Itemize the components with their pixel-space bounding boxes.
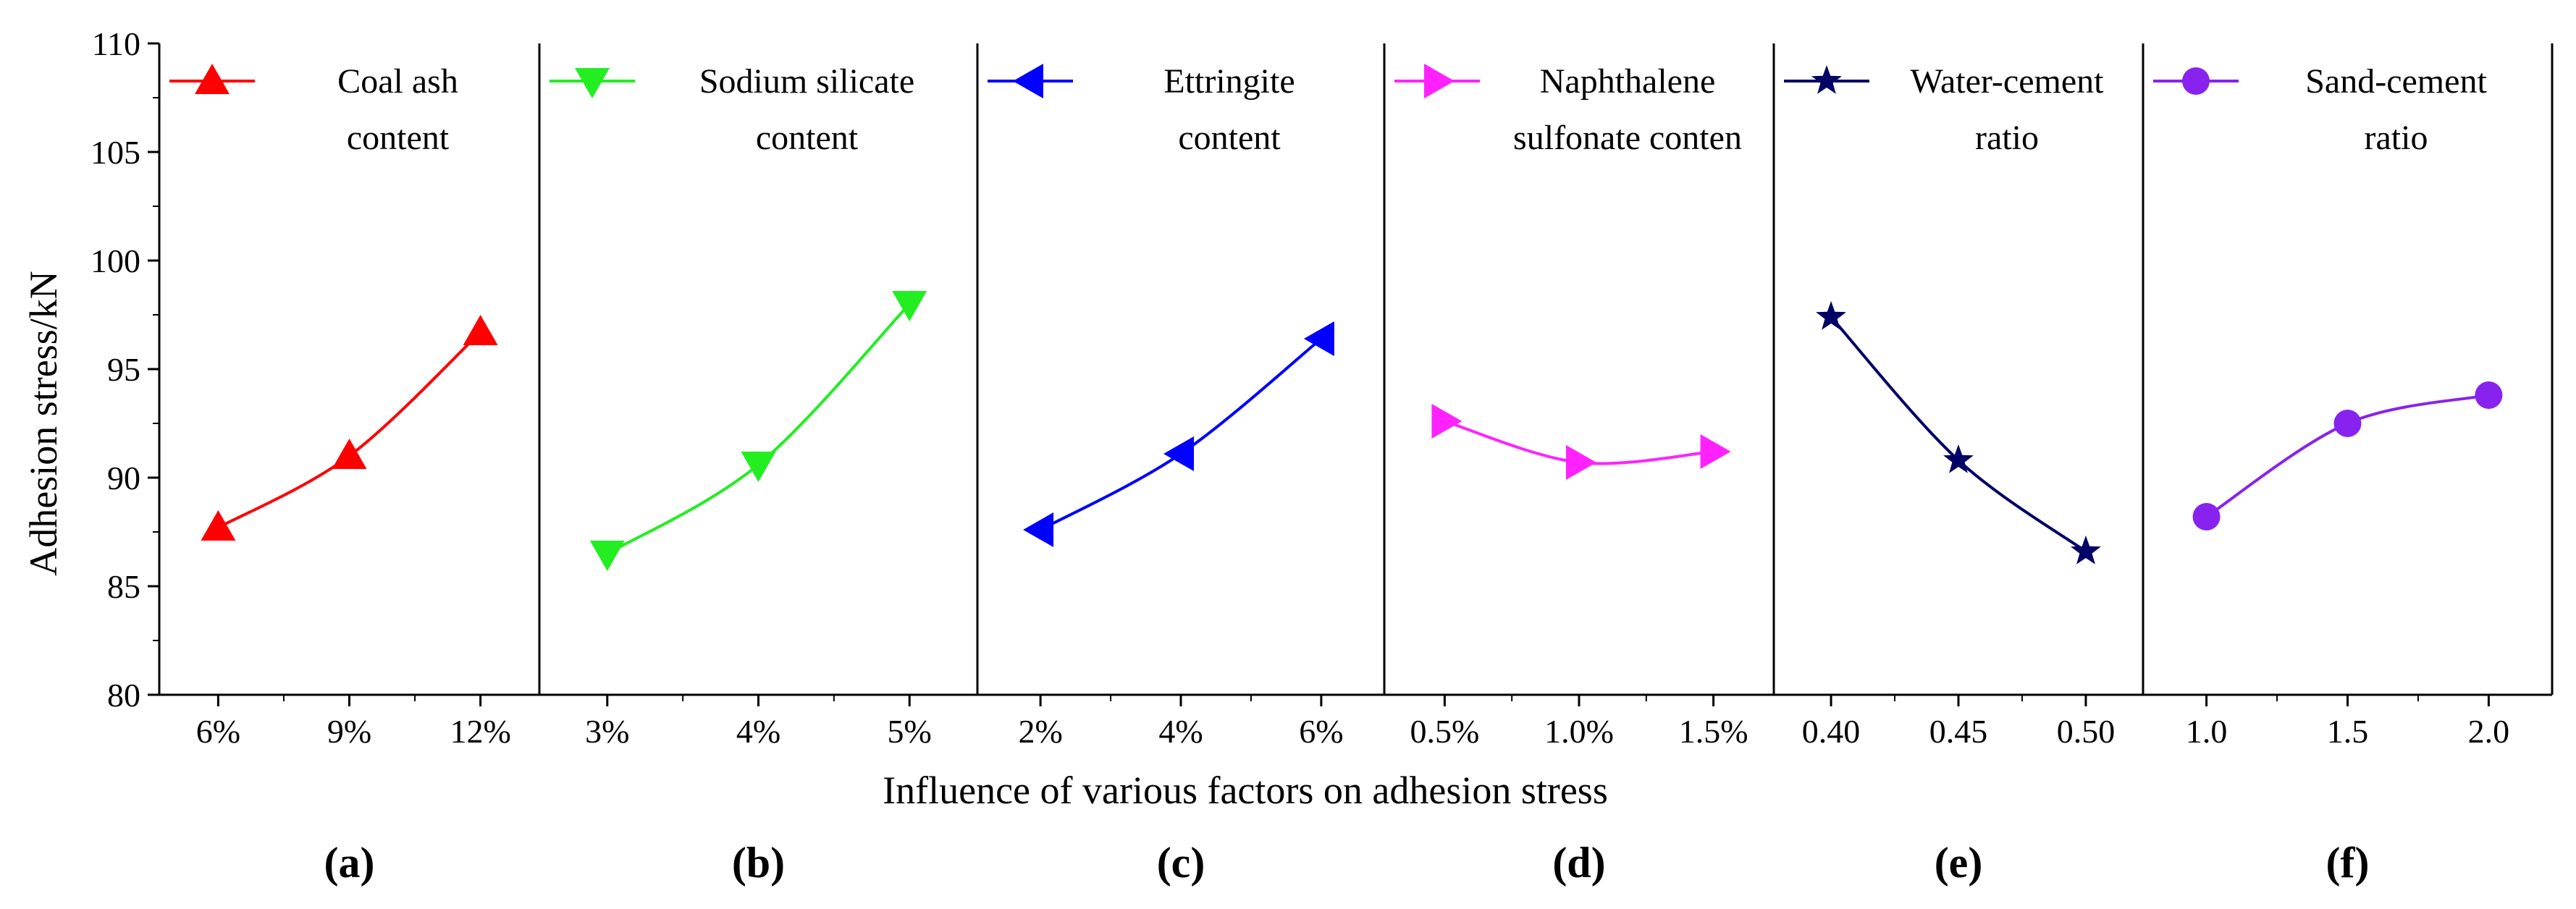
legend-label: Sodium silicate <box>699 62 914 101</box>
series-line <box>1040 337 1323 531</box>
legend-label: ratio <box>1975 119 2039 157</box>
x-tick-label: 0.50 <box>2057 713 2116 750</box>
legend-label: Naphthalene <box>1540 62 1716 101</box>
data-point <box>2475 381 2503 409</box>
series-line <box>217 331 481 529</box>
x-tick-label: 12% <box>450 713 510 750</box>
x-axis-title: Influence of various factors on adhesion… <box>883 769 1608 812</box>
x-tick-label: 4% <box>1158 713 1203 750</box>
legend-label: Coal ash <box>337 62 458 101</box>
data-point <box>1303 321 1334 356</box>
legend-marker <box>1811 65 1842 94</box>
panel-label: (c) <box>1157 839 1205 887</box>
y-tick-label: 100 <box>91 242 140 279</box>
legend-label: Water-cement <box>1911 62 2105 101</box>
x-tick-label: 6% <box>196 713 240 750</box>
data-point <box>1816 301 1846 330</box>
data-point <box>1431 404 1462 439</box>
legend-label: content <box>1178 119 1281 157</box>
legend-label: content <box>347 119 450 157</box>
panel-label: (e) <box>1935 839 1983 887</box>
data-point <box>463 315 498 345</box>
panel-e: 0.40 0.45 0.50 Water-cement ratio (e) <box>1784 62 2115 887</box>
legend-marker <box>575 68 610 98</box>
legend-label: Ettringite <box>1163 62 1295 101</box>
x-tick-label: 2% <box>1018 713 1062 750</box>
data-point <box>892 291 927 321</box>
x-tick-label: 1.0% <box>1544 713 1614 750</box>
x-tick-label: 0.5% <box>1410 713 1479 750</box>
data-point <box>2071 536 2101 565</box>
legend-label: ratio <box>2365 119 2428 157</box>
y-tick-label: 95 <box>107 351 140 388</box>
y-tick-label: 85 <box>107 568 140 605</box>
y-axis-title: Adhesion stress/kN <box>22 271 65 575</box>
data-point <box>1566 445 1596 480</box>
data-point <box>1023 512 1054 547</box>
x-tick-label: 1.5% <box>1679 713 1748 750</box>
x-tick-label: 1.5 <box>2327 713 2369 750</box>
data-point <box>1163 436 1194 471</box>
data-point <box>1943 444 1974 473</box>
data-point <box>589 541 625 571</box>
data-point <box>2192 503 2221 530</box>
series-line <box>606 303 911 555</box>
panel-label: (d) <box>1552 839 1605 887</box>
panel-c: 2% 4% 6% Ettringite content (c) <box>988 62 1344 887</box>
panel-d: 0.5% 1.0% 1.5% Naphthalene sulfonate conten (… <box>1394 62 1748 887</box>
x-tick-label: 4% <box>736 713 780 750</box>
legend-marker <box>1013 64 1043 98</box>
y-tick-label: 105 <box>91 134 140 171</box>
x-tick-label: 9% <box>327 713 371 750</box>
panel-b: 3% 4% 5% Sodium silicate content (b) <box>550 62 932 887</box>
panel-label: (b) <box>732 839 785 887</box>
series-line <box>1830 316 2087 553</box>
legend-marker <box>195 64 230 94</box>
x-tick-label: 2.0 <box>2468 713 2510 750</box>
y-tick-label: 110 <box>92 25 140 62</box>
legend-label: sulfonate conten <box>1513 119 1742 157</box>
y-tick-label: 80 <box>107 677 140 714</box>
panel-a: 6% 9% 12% Coal ash content (a) <box>169 62 511 887</box>
data-point <box>1700 434 1731 469</box>
legend-label: content <box>756 119 859 157</box>
x-tick-label: 1.0 <box>2186 713 2228 750</box>
data-point <box>332 439 367 469</box>
panel-label: (a) <box>324 839 375 887</box>
legend-marker <box>2182 67 2210 95</box>
x-tick-label: 3% <box>585 713 629 750</box>
data-point <box>2333 410 2362 437</box>
panel-f: 1.0 1.5 2.0 Sand-cement ratio (f) <box>2153 62 2509 887</box>
data-point <box>741 452 776 482</box>
x-tick-label: 6% <box>1299 713 1343 750</box>
x-tick-label: 0.45 <box>1929 713 1988 750</box>
x-tick-label: 0.40 <box>1802 713 1861 750</box>
x-tick-label: 5% <box>888 713 932 750</box>
legend-label: Sand-cement <box>2305 62 2487 101</box>
y-tick-label: 90 <box>107 460 140 496</box>
legend-marker <box>1424 64 1455 98</box>
panel-label: (f) <box>2326 839 2370 887</box>
data-point <box>201 510 236 541</box>
